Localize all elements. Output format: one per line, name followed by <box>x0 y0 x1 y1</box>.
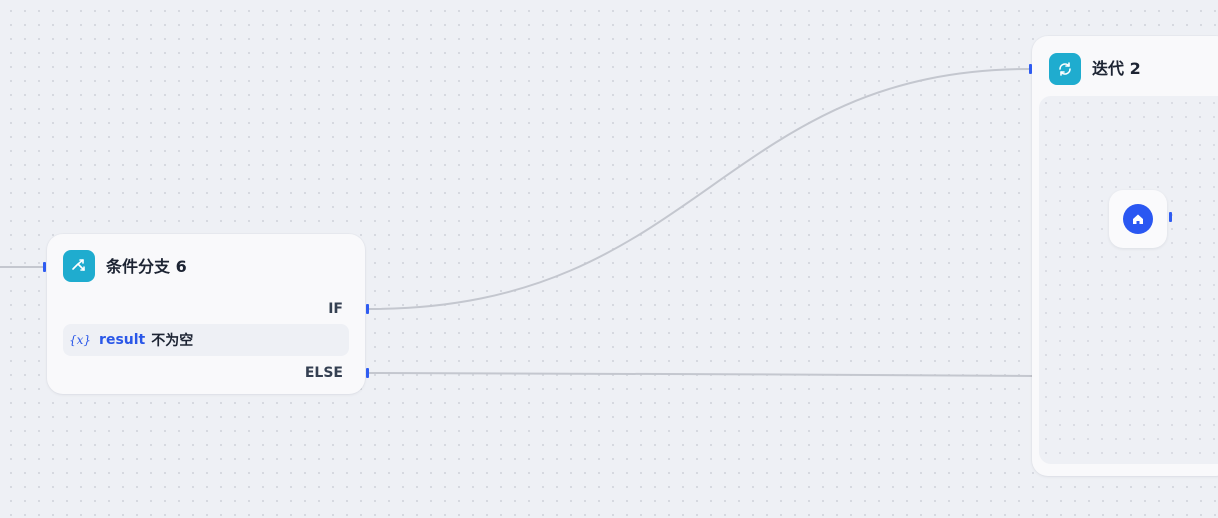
condition-operator: 不为空 <box>151 333 194 349</box>
start-output-handle[interactable] <box>1169 212 1172 222</box>
iteration-node[interactable]: 迭代 2 <box>1032 36 1218 476</box>
iteration-canvas[interactable] <box>1039 96 1218 464</box>
condition-node-title: 条件分支 6 <box>106 257 187 276</box>
else-edge[interactable] <box>368 372 1033 377</box>
condition-variable: result <box>99 332 146 348</box>
variable-icon: {x} <box>69 333 92 347</box>
iteration-start-node[interactable] <box>1109 190 1167 248</box>
iteration-input-handle[interactable] <box>1029 64 1032 74</box>
else-output-handle[interactable] <box>366 368 369 378</box>
if-label: IF <box>328 301 343 317</box>
iteration-node-title: 迭代 2 <box>1092 59 1141 78</box>
condition-row[interactable]: {x} result 不为空 <box>63 324 349 356</box>
else-label: ELSE <box>304 365 343 381</box>
condition-branch-node[interactable]: 条件分支 6 IF {x} result 不为空 ELSE <box>47 234 365 394</box>
condition-input-handle[interactable] <box>43 262 46 272</box>
home-icon <box>1123 204 1153 234</box>
branch-icon <box>63 250 95 282</box>
if-edge[interactable] <box>368 68 1031 310</box>
loop-icon <box>1049 53 1081 85</box>
if-output-handle[interactable] <box>366 304 369 314</box>
